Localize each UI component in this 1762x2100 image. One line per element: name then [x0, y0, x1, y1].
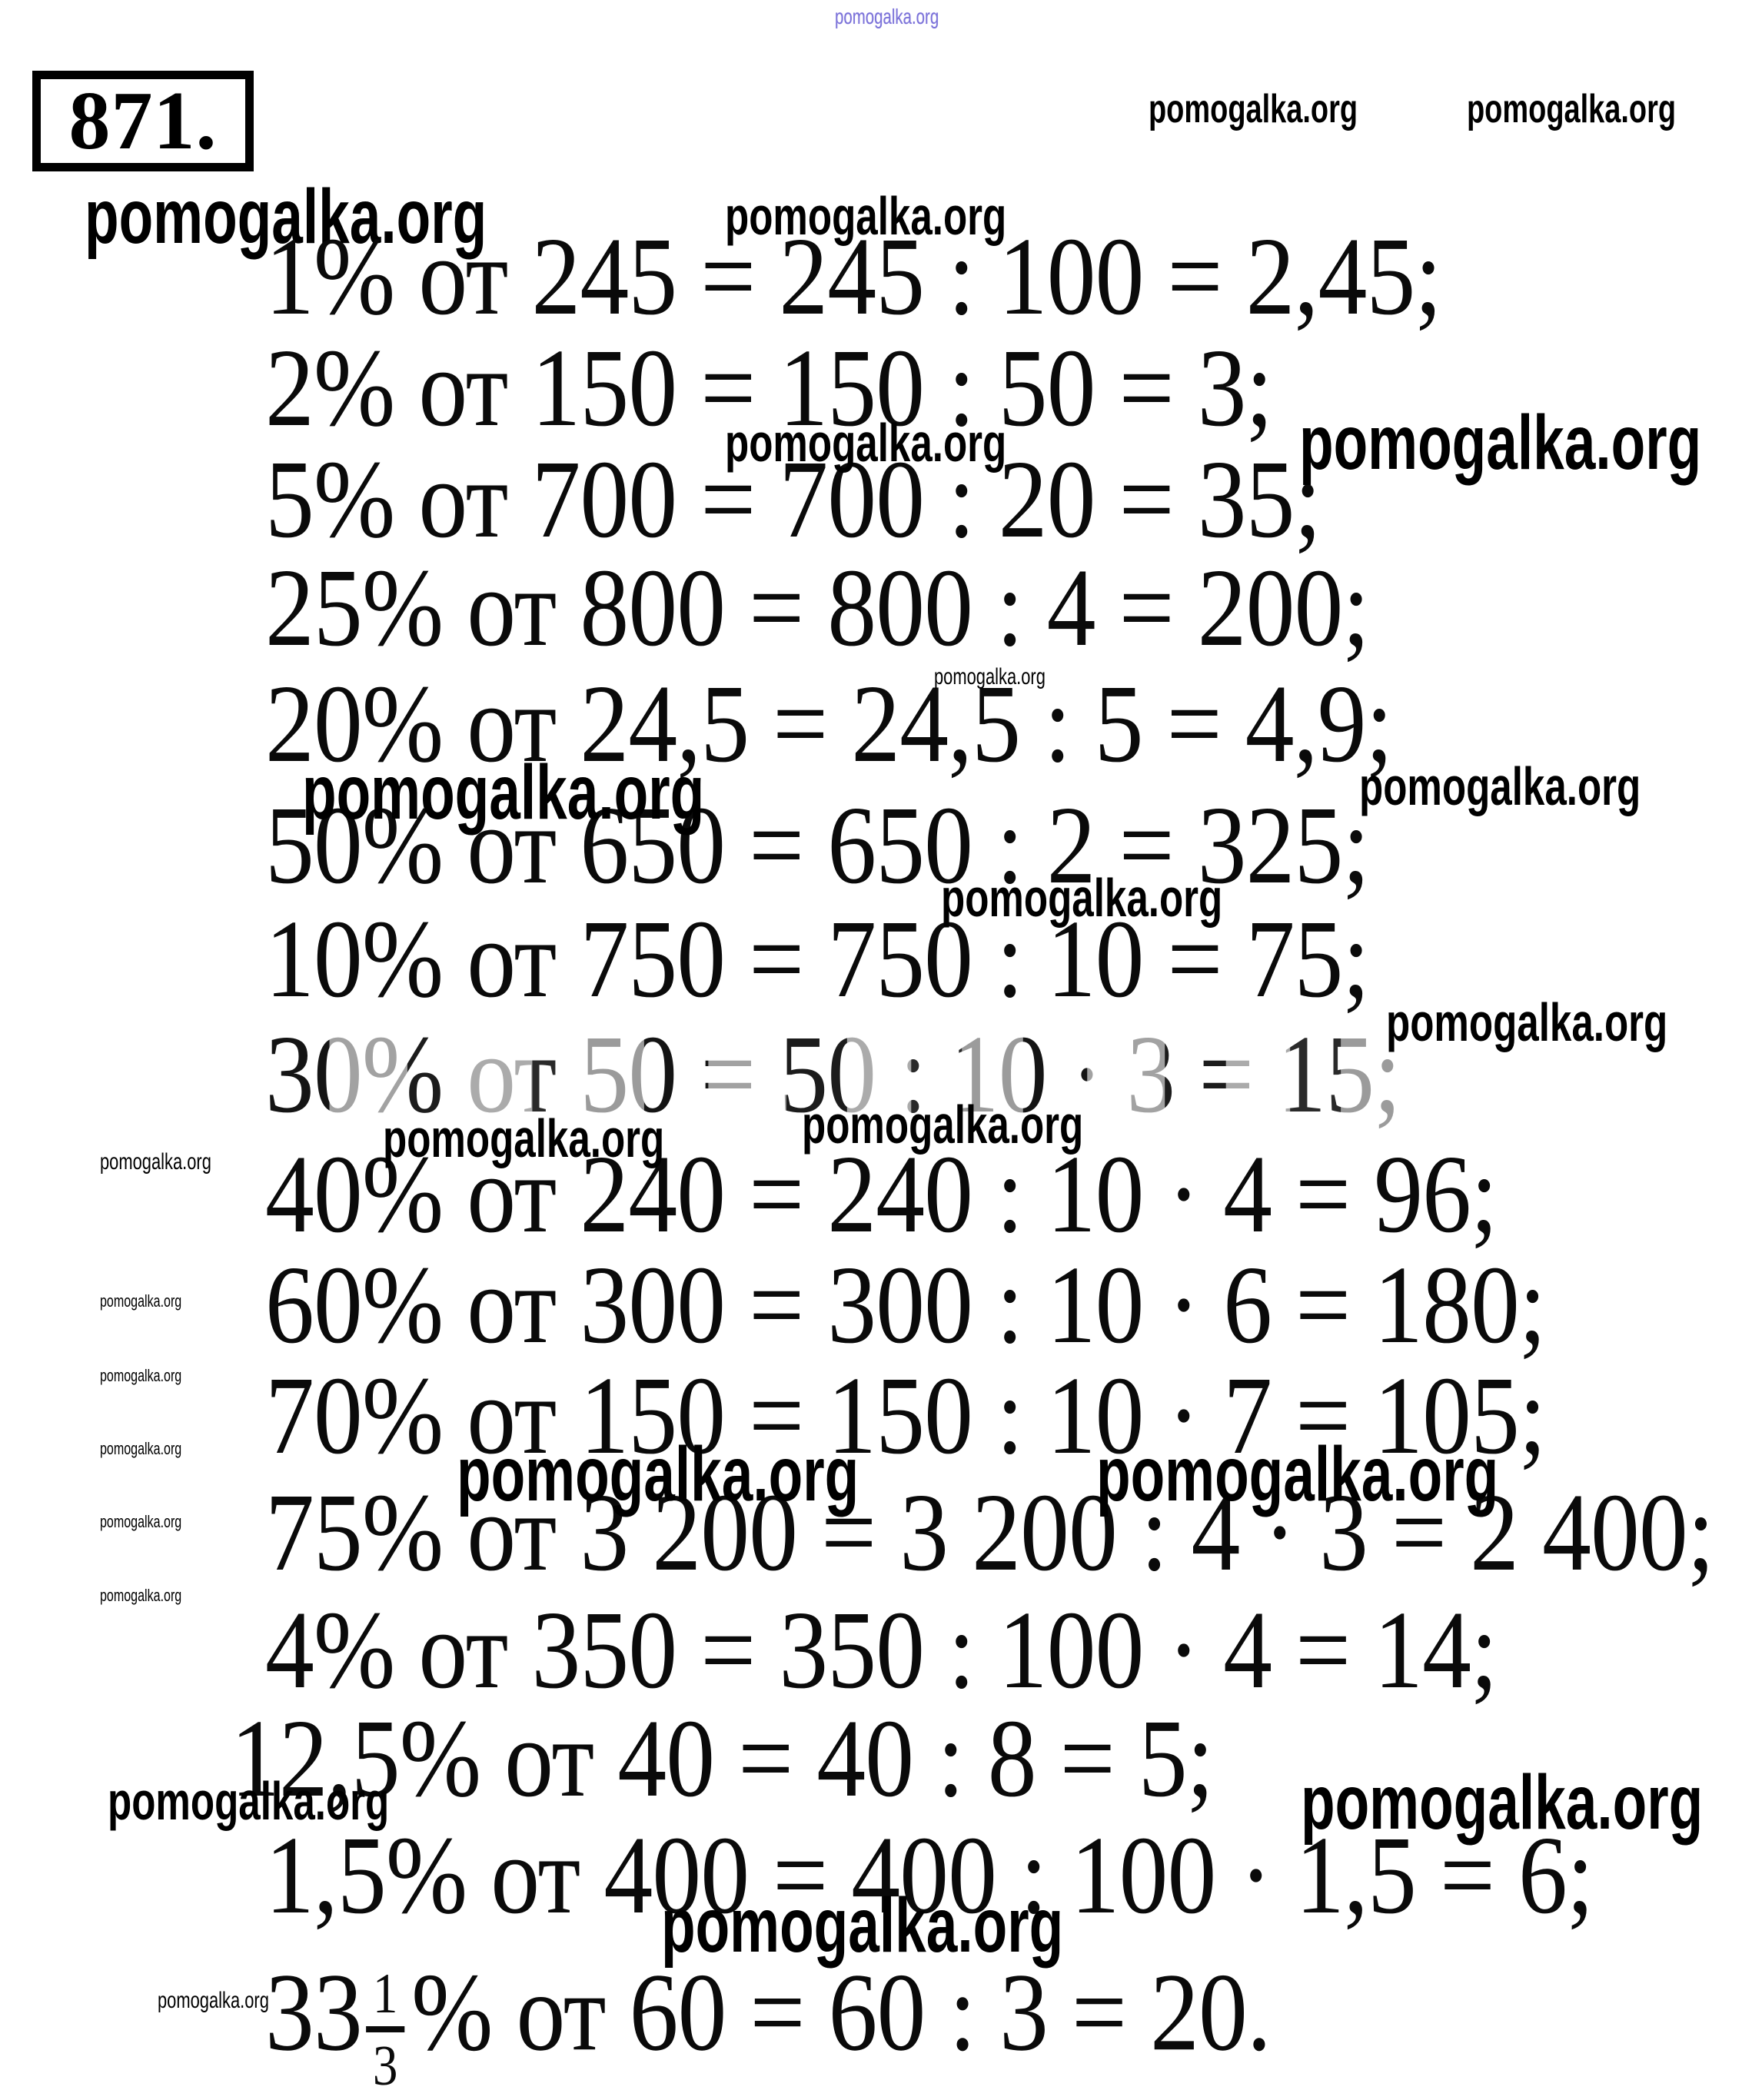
equation-line: 1,5% от 400 = 400 : 100 · 1,5 = 6;: [265, 1814, 1594, 1937]
equation-line: 70% от 150 = 150 : 10 · 7 = 105;: [265, 1354, 1546, 1477]
watermark-text: pomogalka.org: [1386, 992, 1668, 1052]
task-number-box: 871.: [32, 71, 254, 171]
watermark-text: pomogalka.org: [934, 664, 1046, 689]
watermark-text: pomogalka.org: [725, 413, 1007, 473]
watermark-text: pomogalka.org: [1301, 1759, 1704, 1846]
watermark-text: pomogalka.org: [100, 1366, 182, 1385]
watermark-text: pomogalka.org: [661, 1882, 1064, 1969]
watermark-text: pomogalka.org: [100, 1512, 182, 1531]
equation-line: 40% от 240 = 240 : 10 · 4 = 96;: [265, 1133, 1498, 1256]
watermark-text: pomogalka.org: [383, 1108, 665, 1168]
equation-line: 25% от 800 = 800 : 4 = 200;: [265, 547, 1370, 670]
watermark-text: pomogalka.org: [1359, 756, 1641, 816]
watermark-text: pomogalka.org: [108, 1771, 390, 1831]
watermark-text: pomogalka.org: [835, 5, 939, 28]
equation-line: 12,5% от 40 = 40 : 8 = 5;: [231, 1697, 1214, 1820]
watermark-text: pomogalka.org: [1149, 87, 1358, 131]
watermark-text: pomogalka.org: [100, 1439, 182, 1458]
equation-line: 20% от 24,5 = 24,5 : 5 = 4,9;: [265, 663, 1393, 786]
equation-line: 75% от 3 200 = 3 200 : 4 · 3 = 2 400;: [265, 1471, 1714, 1594]
equation-line: 10% от 750 = 750 : 10 = 75;: [265, 898, 1370, 1021]
equation-line: 60% от 300 = 300 : 10 · 6 = 180;: [265, 1244, 1546, 1367]
equation-rest: % от 60 = 60 : 3 = 20.: [411, 1951, 1272, 2075]
equation-line: 1% от 245 = 245 : 100 = 2,45;: [265, 215, 1442, 338]
watermark-text: pomogalka.org: [1467, 87, 1677, 131]
watermark-text: pomogalka.org: [457, 1431, 859, 1517]
watermark-text: pomogalka.org: [1299, 400, 1702, 486]
equation-line-with-fraction: 33 1 3% от 60 = 60 : 3 = 20.: [265, 1957, 1272, 2097]
equation-line: 4% от 350 = 350 : 100 · 4 = 14;: [265, 1589, 1498, 1712]
watermark-text: pomogalka.org: [100, 1291, 182, 1311]
fraction-whole-part: 33: [265, 1951, 363, 2075]
fraction-denominator: 3: [372, 2035, 398, 2098]
equation-line: 5% от 700 = 700 : 20 = 35;: [265, 438, 1322, 561]
watermark-text: pomogalka.org: [85, 174, 487, 260]
equation-line: 2% от 150 = 150 : 50 = 3;: [265, 327, 1273, 450]
watermark-text: pomogalka.org: [158, 1988, 269, 2013]
equation-line: 50% от 650 = 650 : 2 = 325;: [265, 784, 1370, 907]
watermark-text: pomogalka.org: [100, 1149, 211, 1175]
watermark-text: pomogalka.org: [302, 749, 705, 836]
watermark-text: pomogalka.org: [725, 186, 1007, 246]
equation-line-faded: 30% от 50 = 50 : 10 · 3 = 15;: [265, 1013, 1401, 1136]
fraction-numerator: 1: [366, 1963, 405, 2032]
watermark-text: pomogalka.org: [1096, 1431, 1499, 1517]
watermark-text: pomogalka.org: [941, 868, 1223, 928]
watermark-text: pomogalka.org: [802, 1095, 1084, 1155]
watermark-text: pomogalka.org: [100, 1586, 182, 1605]
task-number: 871.: [68, 75, 218, 167]
